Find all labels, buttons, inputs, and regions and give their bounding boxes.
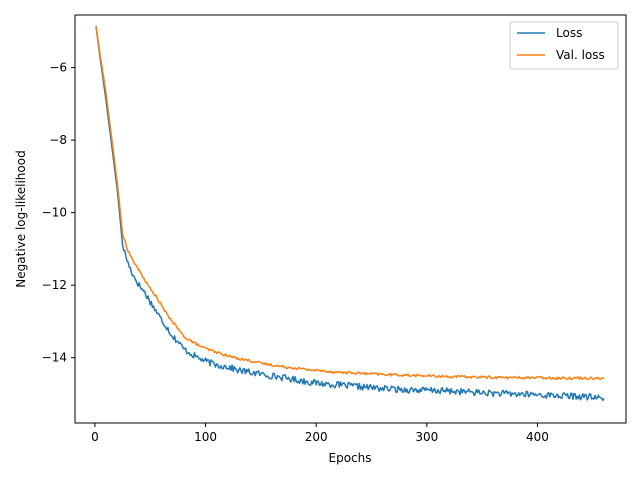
y-tick-label: −10 bbox=[42, 206, 67, 220]
x-axis-ticks: 0 100 200 300 400 bbox=[91, 423, 549, 444]
x-tick-label: 100 bbox=[194, 430, 217, 444]
x-tick-label: 200 bbox=[305, 430, 328, 444]
series-line-val-loss bbox=[95, 25, 605, 381]
y-axis-ticks: −14 −12 −10 −8 −6 bbox=[42, 61, 75, 365]
y-tick-label: −14 bbox=[42, 351, 67, 365]
series-layer bbox=[95, 25, 605, 402]
x-tick-label: 300 bbox=[415, 430, 438, 444]
x-tick-label: 400 bbox=[526, 430, 549, 444]
y-axis-label: Negative log-likelihood bbox=[14, 150, 28, 287]
legend-label-val-loss: Val. loss bbox=[556, 48, 605, 62]
series-line-loss bbox=[95, 25, 605, 402]
x-axis-label: Epochs bbox=[329, 451, 372, 465]
plot-frame bbox=[74, 14, 627, 424]
y-tick-label: −6 bbox=[49, 61, 67, 75]
legend: Loss Val. loss bbox=[509, 21, 619, 70]
y-tick-label: −8 bbox=[49, 133, 67, 147]
legend-label-loss: Loss bbox=[556, 26, 582, 40]
y-tick-label: −12 bbox=[42, 278, 67, 292]
x-tick-label: 0 bbox=[91, 430, 99, 444]
